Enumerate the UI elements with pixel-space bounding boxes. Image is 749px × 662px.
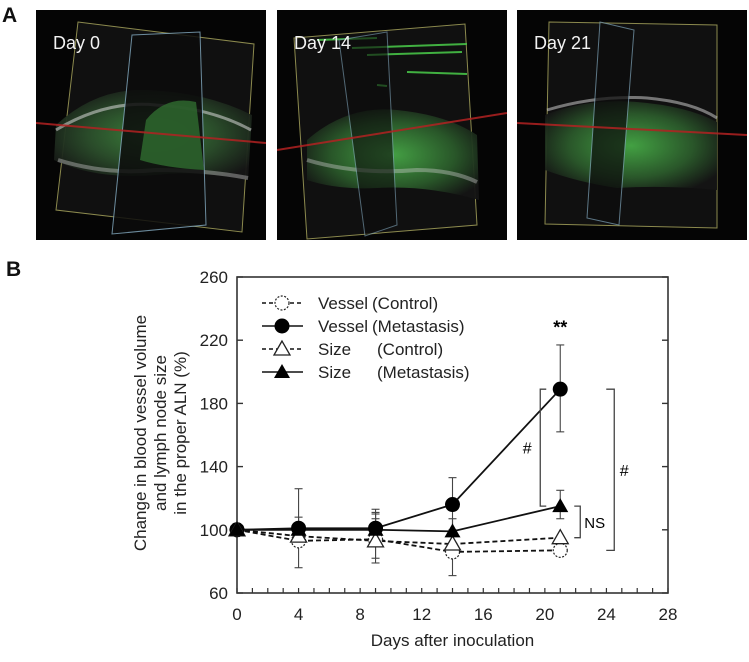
micrograph-image — [277, 23, 507, 240]
svg-text:and lymph node size: and lymph node size — [151, 355, 170, 511]
bracket — [574, 505, 581, 539]
significance-hash: # — [620, 463, 629, 480]
y-tick-label: 140 — [200, 458, 228, 477]
chart-axes: 60 100 140 180 220 260 0 4 8 12 16 20 24 28 — [200, 268, 678, 624]
series-line — [236, 388, 561, 531]
micrograph-day-0: Day 0 — [36, 10, 266, 240]
data-point — [366, 531, 385, 548]
x-tick-label: 24 — [597, 605, 616, 624]
data-point — [229, 521, 245, 536]
significance-hash: # — [523, 441, 532, 458]
micrograph-day-21: Day 21 — [517, 10, 747, 240]
day-label: Day 0 — [53, 33, 101, 53]
legend-group: (Control) — [372, 294, 438, 313]
legend-item: Vessel (Metastasis) — [262, 317, 465, 336]
legend-label: Vessel — [318, 317, 368, 336]
chart-axis-labels: Days after inoculation Change in blood ve… — [131, 315, 534, 650]
day-label: Day 14 — [294, 33, 352, 53]
y-axis-title: Change in blood vessel volume and lymph n… — [131, 315, 190, 551]
x-tick-label: 12 — [412, 605, 431, 624]
legend-item: Size (Metastasis) — [262, 363, 470, 382]
micrograph-image — [36, 21, 266, 235]
legend-label: Size — [318, 363, 351, 382]
x-tick-label: 4 — [294, 605, 303, 624]
data-point — [444, 523, 461, 538]
micrograph-day-14: Day 14 — [277, 10, 507, 240]
x-tick-label: 8 — [355, 605, 364, 624]
legend-item: Vessel (Control) — [262, 294, 438, 313]
panel-a-label: A — [2, 4, 18, 27]
data-point — [552, 498, 569, 513]
series-line — [236, 528, 561, 545]
data-point — [552, 381, 568, 397]
legend-group: (Metastasis) — [377, 363, 470, 382]
chart-series — [227, 344, 570, 577]
panel-b-label: B — [6, 258, 22, 281]
ns-label: NS — [584, 515, 605, 532]
data-point — [290, 521, 307, 536]
x-tick-label: 20 — [535, 605, 554, 624]
bracket — [539, 388, 547, 507]
legend-label: Vessel — [318, 294, 368, 313]
bracket — [606, 388, 615, 551]
x-tick-label: 0 — [232, 605, 241, 624]
y-tick-label: 60 — [209, 584, 228, 603]
data-point — [552, 542, 568, 558]
chart-legend: Vessel (Control)Vessel (Metastasis)Size (Co… — [262, 294, 470, 382]
micrograph-image — [517, 21, 747, 229]
day-label: Day 21 — [534, 33, 592, 53]
legend-item: Size (Control) — [262, 339, 443, 359]
y-tick-label: 260 — [200, 268, 228, 287]
chart-annotations: ** # NS # — [523, 318, 629, 551]
series-line — [237, 505, 561, 533]
svg-text:Change in blood vessel volume: Change in blood vessel volume — [131, 315, 150, 551]
x-tick-label: 28 — [659, 605, 678, 624]
legend-label: Size — [318, 340, 351, 359]
x-tick-label: 16 — [474, 605, 493, 624]
data-point — [551, 528, 570, 545]
data-point — [445, 497, 460, 513]
x-axis-title: Days after inoculation — [371, 631, 534, 650]
data-point — [443, 534, 462, 551]
data-point — [367, 521, 384, 536]
y-tick-label: 220 — [200, 331, 228, 350]
legend-group: (Control) — [377, 340, 443, 359]
legend-group: (Metastasis) — [372, 317, 465, 336]
y-tick-label: 100 — [200, 521, 228, 540]
significance-stars: ** — [553, 318, 567, 338]
svg-text:in the proper ALN (%): in the proper ALN (%) — [171, 351, 190, 514]
y-tick-label: 180 — [200, 394, 228, 413]
